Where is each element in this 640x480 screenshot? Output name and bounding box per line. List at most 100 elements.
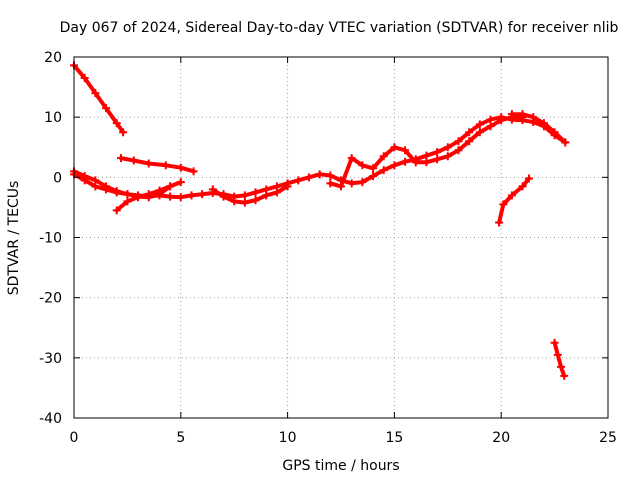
series-track-5 — [112, 178, 185, 215]
data-point — [433, 155, 442, 164]
series-track-9 — [495, 174, 533, 227]
y-tick-label: -10 — [39, 231, 62, 247]
data-point — [166, 192, 175, 201]
data-point — [134, 193, 143, 202]
data-point — [524, 174, 533, 183]
data-point — [390, 161, 399, 170]
x-tick-label: 10 — [279, 430, 297, 446]
data-point — [91, 89, 100, 98]
data-point — [102, 104, 111, 113]
data-point — [166, 182, 175, 191]
data-point — [251, 188, 260, 197]
data-point — [119, 128, 128, 137]
data-point — [401, 146, 410, 155]
data-point — [507, 110, 516, 119]
data-point — [283, 182, 292, 191]
series-line — [552, 340, 567, 378]
data-point — [433, 148, 442, 157]
data-point — [560, 371, 569, 380]
data-point — [497, 116, 506, 125]
data-point — [454, 146, 463, 155]
data-point — [443, 143, 452, 152]
y-tick-label: -30 — [39, 351, 62, 367]
data-point — [401, 157, 410, 166]
data-point — [187, 191, 196, 200]
data-point — [557, 362, 566, 371]
series-track-10 — [550, 338, 569, 380]
data-point — [116, 154, 125, 163]
y-tick-label: 0 — [53, 170, 62, 186]
data-point — [507, 191, 516, 200]
data-point — [539, 119, 548, 128]
series-track-1 — [70, 61, 128, 137]
data-point — [337, 182, 345, 191]
data-point — [129, 156, 138, 165]
chart-title: Day 067 of 2024, Sidereal Day-to-day VTE… — [60, 20, 619, 36]
data-point — [240, 198, 249, 207]
data-point — [379, 166, 388, 175]
data-point — [176, 178, 185, 187]
data-point — [411, 158, 420, 167]
data-point — [561, 138, 570, 147]
data-point — [550, 128, 559, 137]
series-track-7 — [326, 113, 527, 191]
data-point — [240, 191, 249, 200]
y-tick-label: -40 — [39, 411, 62, 427]
data-point — [91, 176, 100, 185]
data-point — [251, 196, 260, 205]
data-point — [358, 161, 367, 170]
series-line — [72, 169, 173, 200]
data-point — [198, 190, 207, 199]
data-point — [112, 187, 121, 196]
data-point — [315, 170, 324, 179]
series-track-6 — [208, 182, 292, 207]
x-axis-label: GPS time / hours — [282, 458, 399, 474]
data-point — [499, 200, 508, 209]
data-point — [272, 188, 281, 197]
data-point — [550, 338, 559, 347]
data-point — [518, 182, 527, 191]
x-tick-label: 25 — [599, 430, 617, 446]
x-tick-label: 20 — [492, 430, 510, 446]
data-point — [486, 122, 495, 131]
y-axis-label: SDTVAR / TECUs — [6, 181, 22, 296]
data-point — [123, 197, 132, 206]
y-tick-label: 10 — [44, 110, 62, 126]
data-point — [454, 137, 463, 146]
data-point — [144, 190, 153, 199]
data-series — [70, 61, 570, 380]
data-point — [475, 128, 484, 137]
data-point — [379, 152, 388, 161]
data-point — [80, 172, 89, 181]
data-point — [304, 173, 313, 182]
data-point — [369, 164, 378, 173]
data-point — [475, 120, 484, 129]
data-point — [518, 110, 527, 119]
data-point — [495, 218, 504, 227]
data-point — [529, 113, 538, 122]
data-point — [262, 191, 271, 200]
data-point — [358, 178, 367, 187]
data-point — [294, 176, 303, 185]
data-point — [80, 74, 89, 83]
data-point — [390, 143, 399, 152]
x-tick-label: 15 — [385, 430, 403, 446]
series-line — [72, 115, 568, 200]
data-point — [189, 167, 198, 176]
data-point — [422, 158, 431, 167]
data-point — [465, 128, 474, 137]
data-point — [347, 154, 356, 163]
data-point — [326, 171, 335, 180]
series-track-2 — [116, 154, 198, 176]
data-point — [219, 192, 228, 201]
y-tick-label: 20 — [44, 50, 62, 66]
data-point — [112, 206, 121, 215]
x-tick-label: 0 — [70, 430, 79, 446]
data-point — [176, 193, 185, 202]
data-point — [208, 185, 217, 194]
data-point — [347, 179, 356, 188]
data-point — [369, 172, 378, 181]
series-line — [72, 63, 126, 135]
y-tick-label: -20 — [39, 291, 62, 307]
